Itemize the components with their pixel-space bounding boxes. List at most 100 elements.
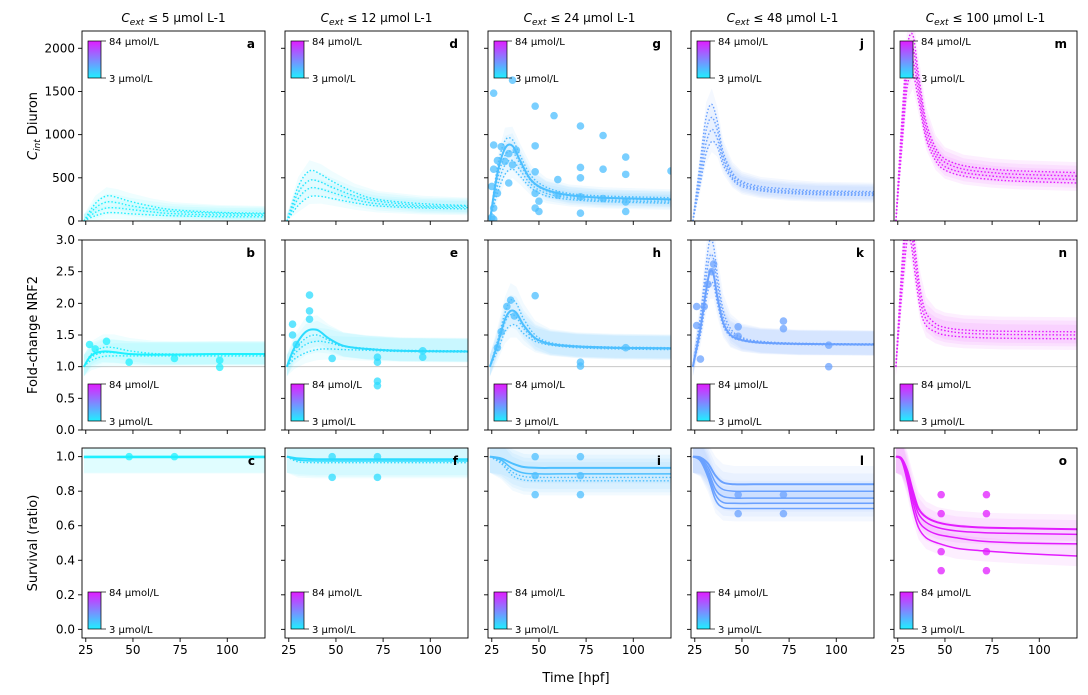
series-line	[692, 455, 874, 493]
uncertainty-band	[489, 294, 671, 377]
series-line	[692, 281, 874, 367]
data-point	[599, 194, 607, 203]
panel-frame	[81, 447, 266, 639]
series-line	[489, 455, 671, 469]
colorbar: 84 µmol/L 3 µmol/L	[493, 588, 565, 636]
series-line	[83, 211, 265, 221]
column-title: Cext ≤ 100 µmol L-1	[926, 11, 1045, 28]
series-line	[895, 240, 1077, 367]
plot-area	[691, 240, 874, 377]
colorbar: 84 µmol/L 3 µmol/L	[87, 380, 159, 428]
data-point	[824, 341, 833, 349]
panel-frame	[284, 30, 469, 222]
data-point	[91, 345, 100, 353]
data-point	[734, 332, 742, 341]
data-point	[373, 358, 382, 367]
data-point	[215, 356, 224, 365]
panel-c: 25 50 75 100 0.0 0.2 0.4 0.6 0.8 1.0 c 84 µmol/L 3 µ…	[56, 447, 266, 657]
series-line	[692, 140, 874, 221]
colorbar-gradient	[696, 591, 711, 630]
y-tick-label: 1.0	[56, 450, 75, 464]
panel-letter: n	[1058, 246, 1067, 260]
data-point	[535, 197, 543, 205]
plot-area	[82, 334, 265, 377]
panel-letter: g	[652, 37, 661, 51]
colorbar-min-label: 3 µmol/L	[312, 417, 356, 428]
data-point	[125, 452, 133, 461]
data-point	[576, 362, 585, 370]
plot-area	[894, 240, 1077, 377]
data-point	[554, 191, 562, 199]
y-tick-label: 500	[52, 171, 75, 185]
uncertainty-band	[692, 128, 874, 221]
colorbar: 84 µmol/L 3 µmol/L	[899, 37, 971, 85]
series-line	[489, 455, 671, 482]
colorbar-min-label: 3 µmol/L	[718, 74, 762, 85]
data-point	[531, 102, 539, 110]
uncertainty-band	[895, 240, 1077, 377]
x-tick-label: 25	[687, 643, 702, 657]
colorbar: 84 µmol/L 3 µmol/L	[290, 380, 362, 428]
colorbar-gradient	[493, 591, 508, 630]
colorbar: 84 µmol/L 3 µmol/L	[493, 37, 565, 85]
row-y-label: Fold-change NRF2	[26, 276, 41, 394]
uncertainty-band	[692, 448, 874, 517]
data-point	[489, 204, 498, 212]
data-point	[489, 165, 498, 173]
data-point	[937, 509, 945, 518]
data-point	[982, 566, 991, 575]
data-point	[305, 315, 314, 323]
colorbar-gradient	[899, 383, 914, 422]
y-tick-label: 0	[67, 214, 75, 228]
x-tick-label: 75	[172, 643, 187, 657]
data-point	[937, 490, 945, 499]
colorbar-min-label: 3 µmol/L	[515, 625, 559, 636]
data-point	[937, 547, 945, 556]
series-line	[286, 455, 468, 464]
uncertainty-band	[895, 448, 1077, 567]
data-point	[504, 179, 513, 187]
panel-i: 25 50 75 100 i 84 µmol/L 3 µmol/L	[484, 447, 672, 657]
data-point	[170, 354, 179, 363]
data-point	[576, 471, 585, 480]
series-line	[286, 179, 468, 221]
uncertainty-band	[895, 31, 1077, 221]
series-line	[286, 455, 468, 461]
y-tick-label: 0.5	[56, 391, 75, 405]
data-point	[373, 473, 382, 482]
data-point	[599, 131, 607, 140]
plot-area	[83, 187, 265, 221]
colorbar: 84 µmol/L 3 µmol/L	[87, 588, 159, 636]
colorbar-max-label: 84 µmol/L	[109, 380, 159, 391]
colorbar-gradient	[290, 383, 305, 422]
colorbar-max-label: 84 µmol/L	[921, 37, 971, 48]
colorbar-max-label: 84 µmol/L	[718, 588, 768, 599]
panels-layer: 0 500 1000 1500 2000 a 84 µmol/L 3 µmol/L 0.0 0.5…	[44, 30, 1078, 657]
data-point	[621, 198, 630, 206]
x-tick-label: 100	[419, 643, 442, 657]
data-point	[170, 452, 179, 461]
series-line	[83, 194, 265, 221]
data-point	[531, 471, 539, 480]
panel-l: 25 50 75 100 l 84 µmol/L 3 µmol/L	[687, 447, 875, 657]
colorbar: 84 µmol/L 3 µmol/L	[696, 588, 768, 636]
data-point	[700, 302, 709, 311]
plot-area	[285, 291, 468, 390]
data-point	[621, 153, 630, 161]
y-tick-label: 2000	[44, 41, 75, 55]
plot-area	[895, 448, 1077, 575]
data-point	[373, 381, 382, 390]
data-point	[779, 490, 788, 499]
colorbar-min-label: 3 µmol/L	[312, 625, 356, 636]
uncertainty-band	[489, 283, 671, 377]
plot-area	[692, 448, 874, 522]
panel-m: m 84 µmol/L 3 µmol/L	[890, 30, 1078, 225]
series-line	[489, 136, 671, 221]
data-point	[531, 142, 539, 150]
x-tick-label: 75	[984, 643, 999, 657]
series-line	[692, 455, 874, 486]
colorbar-min-label: 3 µmol/L	[718, 417, 762, 428]
series-line	[286, 348, 468, 368]
data-point	[576, 452, 585, 461]
panel-letter: k	[856, 246, 865, 260]
